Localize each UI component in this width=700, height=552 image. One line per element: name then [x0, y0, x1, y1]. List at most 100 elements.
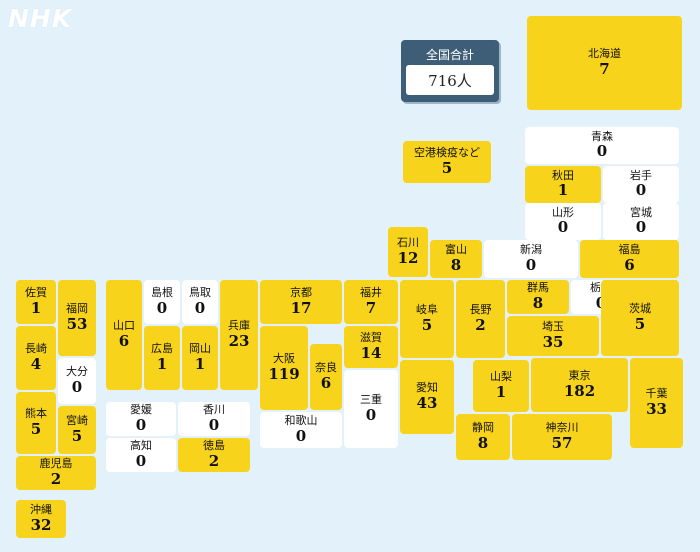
prefecture-tile[interactable]: 富山 8 — [430, 240, 482, 278]
prefecture-count: 182 — [563, 381, 596, 400]
prefecture-tile[interactable]: 京都 17 — [260, 280, 342, 324]
prefecture-tile[interactable]: 宮城 0 — [603, 203, 679, 240]
prefecture-tile[interactable]: 静岡 8 — [456, 414, 510, 460]
prefecture-name: 大分 — [66, 365, 88, 379]
prefecture-name: 北海道 — [588, 47, 621, 61]
prefecture-tile[interactable]: 香川 0 — [178, 402, 250, 436]
prefecture-count: 0 — [71, 377, 83, 396]
prefecture-name: 山梨 — [490, 370, 512, 384]
prefecture-tile[interactable]: 青森 0 — [525, 127, 679, 164]
prefecture-count: 53 — [66, 314, 88, 333]
prefecture-tile[interactable]: 大阪 119 — [260, 326, 308, 410]
prefecture-count: 0 — [635, 181, 647, 200]
prefecture-name: 広島 — [151, 342, 173, 356]
prefecture-name: 福島 — [618, 243, 641, 257]
prefecture-name: 佐賀 — [25, 286, 47, 300]
prefecture-tile[interactable]: 滋賀 14 — [344, 326, 398, 368]
prefecture-name: 秋田 — [552, 168, 574, 182]
prefecture-name: 東京 — [568, 369, 591, 383]
prefecture-name: 長野 — [469, 303, 492, 317]
prefecture-count: 8 — [450, 255, 462, 274]
prefecture-tile[interactable]: 高知 0 — [106, 438, 176, 472]
prefecture-count: 0 — [135, 451, 147, 470]
prefecture-name: 新潟 — [520, 243, 542, 257]
prefecture-name: 空港検疫など — [414, 146, 480, 160]
prefecture-name: 岩手 — [630, 168, 652, 182]
prefecture-tile[interactable]: 福島 6 — [580, 240, 679, 278]
prefecture-tile[interactable]: 兵庫 23 — [220, 280, 258, 390]
prefecture-tile[interactable]: 福岡 53 — [58, 280, 96, 356]
prefecture-name: 三重 — [360, 393, 382, 407]
prefecture-tile[interactable]: 広島 1 — [144, 326, 180, 390]
prefecture-name: 長崎 — [25, 342, 47, 356]
prefecture-count: 43 — [416, 393, 438, 412]
prefecture-name: 京都 — [290, 286, 312, 300]
prefecture-tile[interactable]: 佐賀 1 — [16, 280, 56, 324]
prefecture-name: 愛媛 — [130, 403, 152, 417]
prefecture-tile[interactable]: 石川 12 — [388, 227, 428, 277]
prefecture-name: 神奈川 — [545, 421, 579, 435]
prefecture-name: 石川 — [397, 236, 419, 250]
prefecture-count: 35 — [542, 332, 564, 351]
prefecture-count: 1 — [557, 181, 569, 200]
prefecture-count: 8 — [532, 293, 544, 312]
prefecture-count: 5 — [71, 426, 83, 445]
prefecture-count: 1 — [156, 354, 168, 373]
prefecture-tile[interactable]: 山形 0 — [525, 203, 601, 240]
prefecture-tile[interactable]: 神奈川 57 — [512, 414, 612, 460]
prefecture-tile[interactable]: 千葉 33 — [630, 358, 683, 448]
prefecture-tile[interactable]: 福井 7 — [344, 280, 398, 324]
prefecture-tile[interactable]: 長野 2 — [456, 280, 505, 358]
prefecture-count: 5 — [421, 315, 433, 334]
prefecture-name: 奈良 — [315, 361, 337, 375]
prefecture-count: 119 — [268, 364, 300, 383]
prefecture-count: 23 — [228, 331, 250, 350]
prefecture-name: 岐阜 — [416, 303, 438, 317]
prefecture-tile[interactable]: 埼玉 35 — [507, 316, 599, 356]
prefecture-count: 6 — [624, 255, 635, 274]
prefecture-tile[interactable]: 空港検疫など 5 — [403, 141, 491, 183]
prefecture-tile[interactable]: 島根 0 — [144, 280, 180, 324]
prefecture-name: 香川 — [203, 403, 225, 417]
prefecture-tile[interactable]: 愛媛 0 — [106, 402, 176, 436]
prefecture-tile[interactable]: 奈良 6 — [310, 344, 342, 410]
prefecture-name: 鳥取 — [189, 286, 211, 300]
prefecture-name: 静岡 — [472, 421, 494, 435]
prefecture-tile[interactable]: 北海道 7 — [527, 16, 682, 110]
prefecture-name: 高知 — [130, 439, 152, 453]
prefecture-tile[interactable]: 宮崎 5 — [58, 406, 96, 454]
prefecture-tile[interactable]: 茨城 5 — [601, 280, 679, 356]
prefecture-name: 茨城 — [629, 302, 651, 316]
prefecture-tile[interactable]: 岩手 0 — [603, 166, 679, 203]
prefecture-tile[interactable]: 熊本 5 — [16, 392, 56, 454]
prefecture-tile[interactable]: 愛知 43 — [400, 360, 454, 434]
prefecture-tile[interactable]: 山口 6 — [106, 280, 142, 390]
prefecture-count: 1 — [495, 382, 507, 401]
prefecture-name: 山口 — [113, 319, 135, 333]
prefecture-count: 1 — [30, 298, 42, 317]
prefecture-tile[interactable]: 岡山 1 — [182, 326, 218, 390]
prefecture-tile[interactable]: 東京 182 — [531, 358, 628, 412]
prefecture-tile[interactable]: 徳島 2 — [178, 438, 250, 472]
prefecture-tile[interactable]: 三重 0 — [344, 370, 398, 448]
prefecture-count: 0 — [295, 426, 307, 445]
prefecture-tile[interactable]: 長崎 4 — [16, 326, 56, 390]
prefecture-tile[interactable]: 和歌山 0 — [260, 412, 342, 448]
prefecture-tile[interactable]: 鳥取 0 — [182, 280, 218, 324]
national-total-label: 全国合計 — [425, 48, 474, 62]
prefecture-tile[interactable]: 鹿児島 2 — [16, 456, 96, 490]
prefecture-name: 徳島 — [203, 439, 225, 453]
prefecture-name: 岡山 — [189, 342, 211, 356]
prefecture-name: 大阪 — [273, 352, 295, 366]
national-total-panel: 全国合計 716人 — [401, 40, 499, 102]
prefecture-tile[interactable]: 大分 0 — [58, 358, 96, 404]
prefecture-count: 5 — [30, 419, 42, 438]
prefecture-name: 福岡 — [66, 302, 88, 316]
prefecture-count: 0 — [194, 298, 206, 317]
prefecture-tile[interactable]: 岐阜 5 — [400, 280, 454, 358]
prefecture-tile[interactable]: 秋田 1 — [525, 166, 601, 203]
prefecture-tile[interactable]: 沖縄 32 — [16, 500, 66, 538]
prefecture-tile[interactable]: 山梨 1 — [473, 360, 529, 412]
prefecture-tile[interactable]: 群馬 8 — [507, 280, 569, 314]
prefecture-tile[interactable]: 新潟 0 — [484, 240, 578, 278]
